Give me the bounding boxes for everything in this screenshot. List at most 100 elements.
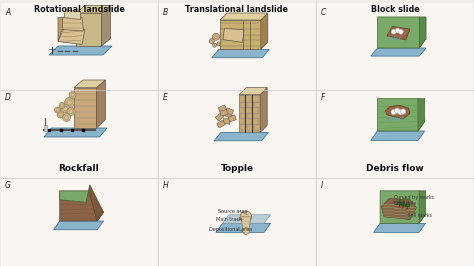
Polygon shape: [49, 46, 112, 55]
Circle shape: [59, 102, 65, 109]
Circle shape: [240, 211, 252, 223]
Polygon shape: [218, 105, 227, 112]
Polygon shape: [223, 28, 244, 42]
Polygon shape: [261, 13, 268, 49]
Circle shape: [217, 42, 221, 46]
Polygon shape: [418, 99, 425, 131]
Bar: [0, 90, 157, 177]
Circle shape: [63, 106, 67, 111]
Polygon shape: [224, 111, 232, 118]
Polygon shape: [228, 115, 237, 122]
Polygon shape: [387, 26, 410, 40]
Polygon shape: [54, 221, 103, 230]
Polygon shape: [82, 129, 85, 132]
Circle shape: [63, 114, 71, 122]
Polygon shape: [60, 191, 103, 221]
Polygon shape: [222, 215, 271, 223]
Polygon shape: [377, 17, 426, 48]
Circle shape: [59, 113, 62, 116]
Polygon shape: [58, 18, 63, 41]
Bar: [0, 178, 157, 265]
Polygon shape: [241, 217, 251, 231]
Polygon shape: [380, 191, 426, 223]
Polygon shape: [401, 200, 406, 206]
Text: Translational landslide: Translational landslide: [185, 5, 289, 14]
Text: Tilted pole: Tilted pole: [392, 201, 416, 206]
Polygon shape: [382, 199, 417, 219]
Bar: [158, 90, 316, 177]
Polygon shape: [60, 191, 89, 202]
Polygon shape: [71, 129, 73, 132]
Circle shape: [401, 109, 406, 114]
Polygon shape: [60, 129, 63, 132]
Circle shape: [69, 92, 76, 98]
Circle shape: [210, 39, 214, 44]
Circle shape: [55, 107, 61, 113]
Circle shape: [61, 104, 64, 107]
Bar: [317, 90, 474, 177]
Polygon shape: [239, 95, 260, 132]
Circle shape: [57, 111, 64, 118]
Circle shape: [56, 109, 59, 111]
Polygon shape: [44, 128, 107, 137]
Text: C: C: [321, 8, 327, 17]
Bar: [0, 2, 157, 89]
Bar: [158, 178, 316, 265]
Polygon shape: [216, 223, 271, 232]
Polygon shape: [44, 125, 47, 131]
Text: G: G: [5, 181, 11, 190]
Text: H: H: [163, 181, 169, 190]
Polygon shape: [74, 88, 97, 128]
Polygon shape: [48, 129, 52, 132]
Polygon shape: [371, 131, 425, 140]
Polygon shape: [419, 191, 426, 223]
Text: Depositional area: Depositional area: [209, 227, 252, 232]
Polygon shape: [223, 118, 230, 124]
Circle shape: [71, 93, 74, 97]
Bar: [317, 2, 474, 89]
Circle shape: [67, 107, 75, 115]
Text: D: D: [5, 93, 11, 102]
Polygon shape: [64, 10, 81, 20]
Polygon shape: [419, 17, 426, 48]
Circle shape: [64, 98, 74, 107]
Polygon shape: [220, 110, 228, 116]
Text: Topple: Topple: [220, 164, 254, 173]
Polygon shape: [397, 200, 402, 205]
Circle shape: [69, 110, 73, 114]
Bar: [317, 178, 474, 265]
Text: B: B: [163, 8, 168, 17]
Text: Debris flow: Debris flow: [366, 164, 424, 173]
Text: E: E: [163, 93, 168, 102]
Text: Main track: Main track: [216, 217, 242, 222]
Text: Source area: Source area: [218, 209, 247, 214]
Polygon shape: [76, 13, 101, 46]
Circle shape: [61, 104, 70, 113]
Circle shape: [391, 29, 396, 34]
Text: Rockfall: Rockfall: [59, 164, 100, 173]
Bar: [158, 2, 316, 89]
Text: Block slide: Block slide: [371, 5, 419, 14]
Polygon shape: [385, 105, 410, 119]
Polygon shape: [74, 80, 106, 88]
Polygon shape: [76, 6, 110, 13]
Text: Rotational landslide: Rotational landslide: [34, 5, 125, 14]
Circle shape: [395, 28, 400, 33]
Polygon shape: [220, 13, 268, 20]
Circle shape: [213, 43, 217, 47]
Polygon shape: [214, 132, 269, 141]
Polygon shape: [405, 201, 410, 206]
Text: Soil marks: Soil marks: [409, 213, 432, 218]
Polygon shape: [61, 18, 83, 31]
Polygon shape: [212, 49, 269, 58]
Polygon shape: [377, 99, 425, 131]
Polygon shape: [225, 108, 234, 115]
Text: Curved try marks: Curved try marks: [394, 195, 434, 200]
Polygon shape: [260, 88, 267, 132]
Circle shape: [398, 109, 403, 115]
Circle shape: [67, 100, 72, 105]
Polygon shape: [215, 113, 224, 121]
Text: I: I: [321, 181, 323, 190]
Circle shape: [391, 109, 396, 115]
Polygon shape: [58, 28, 85, 44]
